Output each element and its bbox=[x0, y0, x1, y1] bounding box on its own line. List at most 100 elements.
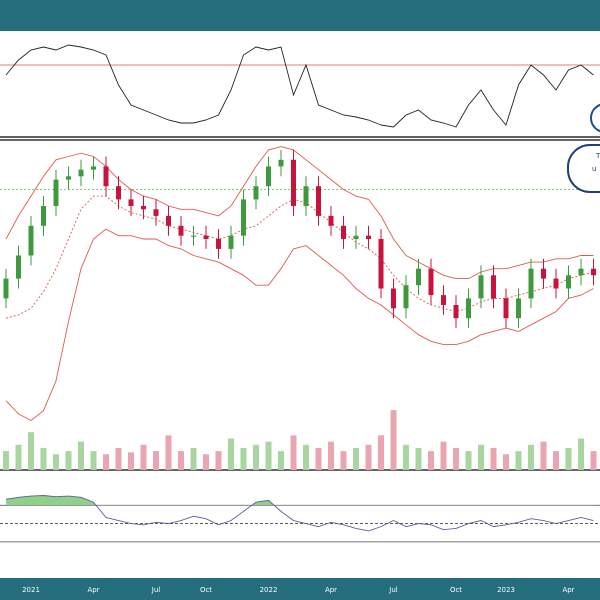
volume-bar bbox=[390, 410, 397, 470]
candle-body bbox=[528, 268, 534, 299]
volume-bar bbox=[403, 444, 409, 470]
candle-body bbox=[503, 298, 509, 319]
volume-bar bbox=[315, 447, 322, 470]
candle-body bbox=[191, 235, 196, 237]
panel-border bbox=[0, 139, 600, 471]
volume-bar bbox=[15, 444, 22, 470]
candle-body bbox=[266, 166, 271, 187]
candle-body bbox=[253, 186, 259, 200]
x-tick-label: Apr bbox=[325, 586, 337, 594]
volume-bar bbox=[103, 454, 109, 470]
candle-body bbox=[28, 225, 34, 256]
volume-bar bbox=[503, 454, 509, 470]
candle-body bbox=[153, 209, 159, 216]
marks: 2021 Apr Jul Oct 2022 Apr Jul Oct 2023 Apr bbox=[0, 44, 600, 594]
volume-bar bbox=[28, 432, 34, 470]
callout-text: u bbox=[592, 165, 596, 173]
candle-body bbox=[228, 235, 234, 249]
candle-body bbox=[116, 186, 121, 200]
candle-body bbox=[291, 159, 296, 206]
volume-bar bbox=[540, 441, 547, 470]
x-tick-label: Jul bbox=[388, 586, 398, 594]
x-tick-label: Apr bbox=[87, 586, 99, 594]
candle-body bbox=[66, 176, 71, 180]
candle-body bbox=[178, 225, 184, 236]
band-upper bbox=[5, 146, 594, 280]
candle-body bbox=[91, 166, 96, 170]
candle-body bbox=[203, 235, 209, 239]
candle-body bbox=[378, 239, 384, 289]
candle-body bbox=[328, 215, 334, 226]
candle-body bbox=[416, 268, 421, 286]
volume-bar bbox=[228, 438, 234, 470]
volume-bar bbox=[265, 441, 272, 470]
candle-body bbox=[3, 278, 9, 299]
x-tick-label: Oct bbox=[450, 586, 462, 594]
volume-bar bbox=[65, 451, 72, 470]
volume-bar bbox=[590, 451, 597, 470]
candle-body bbox=[366, 235, 371, 239]
volume-bar bbox=[340, 451, 347, 470]
candle-body bbox=[441, 295, 446, 305]
candle-body bbox=[316, 186, 321, 216]
candle-body bbox=[353, 235, 359, 239]
oscillator-fill bbox=[6, 495, 594, 506]
volume-bar bbox=[528, 444, 534, 470]
x-tick-label: 2021 bbox=[22, 586, 40, 594]
volume-bar bbox=[165, 435, 172, 470]
candle-body bbox=[128, 199, 134, 206]
candle-body bbox=[541, 268, 546, 279]
x-tick-label: 2022 bbox=[260, 586, 278, 594]
candle-body bbox=[53, 179, 59, 206]
volume-bar bbox=[215, 451, 222, 470]
candle-body bbox=[216, 239, 221, 249]
volume-bar bbox=[303, 444, 309, 470]
candle-body bbox=[453, 305, 459, 319]
callout-ring bbox=[590, 103, 600, 133]
candle-body bbox=[403, 285, 409, 309]
candle-body bbox=[278, 159, 284, 167]
volume-bar bbox=[153, 451, 159, 470]
volume-bar bbox=[490, 447, 497, 470]
volume-bar bbox=[178, 451, 184, 470]
volume-bar bbox=[53, 454, 59, 470]
callout-text: T bbox=[595, 152, 600, 160]
volume-bar bbox=[465, 451, 472, 470]
candle-body bbox=[103, 166, 109, 187]
volume-bar bbox=[453, 447, 459, 470]
volume-bar bbox=[253, 444, 259, 470]
candle-body bbox=[391, 288, 396, 309]
volume-bar bbox=[578, 438, 584, 470]
volume-bar bbox=[378, 435, 384, 470]
volume-bar bbox=[290, 435, 297, 470]
candle-body bbox=[553, 278, 559, 289]
volume-bar bbox=[90, 451, 97, 470]
volume-bar bbox=[3, 451, 9, 470]
volume-bar bbox=[365, 444, 372, 470]
candle-body bbox=[41, 206, 46, 226]
volume-bar bbox=[515, 451, 522, 470]
candle-body bbox=[303, 186, 309, 206]
candle-body bbox=[591, 268, 596, 276]
footer-bar bbox=[0, 578, 600, 600]
x-tick-label: Jul bbox=[151, 586, 161, 594]
volume-bar bbox=[140, 444, 147, 470]
candle-body bbox=[341, 225, 346, 239]
candle-body bbox=[78, 169, 84, 177]
volume-bar bbox=[428, 451, 434, 470]
candle-body bbox=[16, 255, 21, 279]
volume-bar bbox=[115, 447, 122, 470]
volume-bar bbox=[78, 441, 84, 470]
candle-body bbox=[578, 268, 584, 276]
volume-bar bbox=[278, 451, 284, 470]
x-tick-label: Oct bbox=[200, 586, 212, 594]
volume-bar bbox=[553, 451, 559, 470]
header-bar bbox=[0, 0, 600, 31]
candle-body bbox=[478, 275, 484, 299]
volume-bar bbox=[565, 447, 572, 470]
volume-bar bbox=[240, 447, 247, 470]
volume-bar bbox=[40, 447, 47, 470]
candle-body bbox=[491, 275, 496, 299]
